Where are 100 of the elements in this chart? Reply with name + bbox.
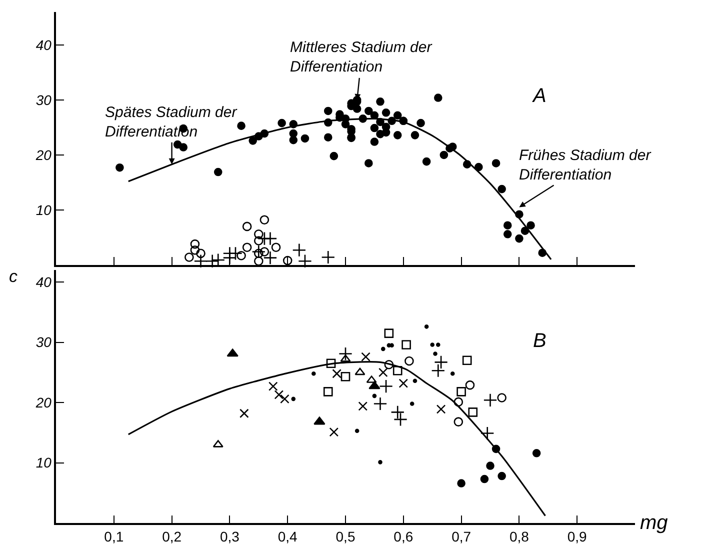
point [368, 381, 380, 390]
x-axis-title: mg [640, 512, 668, 534]
y-tick-label: 10 [36, 454, 52, 471]
y-tick-label: 40 [36, 36, 52, 53]
point [280, 394, 290, 404]
point [242, 242, 252, 252]
point [454, 397, 464, 407]
point [384, 360, 394, 370]
point [392, 366, 402, 376]
point [354, 368, 366, 376]
point [380, 346, 386, 352]
point [424, 324, 429, 329]
annotation: B [533, 330, 546, 352]
point [468, 408, 478, 417]
point [332, 368, 342, 378]
point [480, 474, 489, 484]
point [190, 239, 200, 249]
point [268, 382, 278, 391]
point [205, 254, 220, 268]
point [480, 426, 494, 440]
point [226, 348, 238, 357]
point [390, 343, 394, 348]
point [314, 416, 326, 425]
point [483, 393, 498, 408]
point [358, 402, 368, 411]
point [402, 340, 411, 350]
point [433, 352, 438, 356]
point [228, 246, 242, 260]
point [372, 394, 377, 398]
point [236, 250, 246, 260]
point [404, 356, 414, 366]
point [361, 352, 370, 362]
point [373, 396, 388, 411]
point [456, 387, 466, 396]
point [430, 342, 434, 347]
point [486, 462, 494, 470]
x-tick-label: 0,7 [452, 528, 472, 545]
point [329, 427, 339, 437]
y-tick-label: 30 [36, 334, 52, 350]
y-tick-label: 40 [36, 274, 52, 290]
point [282, 256, 292, 266]
point [340, 372, 350, 382]
point [450, 371, 455, 376]
point [196, 248, 206, 258]
y-tick-label: 20 [34, 394, 52, 410]
point [242, 222, 252, 232]
point [394, 412, 408, 426]
x-tick-label: 0,6 [394, 528, 414, 545]
point [410, 402, 414, 406]
x-tick-label: 0,5 [336, 528, 356, 545]
point [323, 387, 333, 396]
annotation: Frühes Stadium der Differentiation [519, 147, 652, 184]
point [252, 244, 266, 259]
point [263, 250, 278, 265]
point [532, 448, 541, 458]
x-tick-label: 0,3 [220, 528, 240, 545]
point [384, 328, 394, 338]
point [194, 254, 208, 268]
y-tick-label: 20 [34, 146, 52, 163]
point [378, 368, 388, 378]
point [260, 215, 270, 224]
point [354, 428, 360, 434]
x-tick-label: 0,1 [104, 528, 124, 545]
point [326, 358, 336, 368]
point [271, 242, 281, 252]
point [190, 245, 200, 255]
y-axis-title: c [9, 267, 18, 286]
point [292, 243, 306, 258]
point [379, 379, 393, 394]
point [211, 253, 226, 267]
point [378, 460, 382, 464]
point [454, 417, 464, 426]
y-tick-label: 30 [36, 92, 52, 108]
point [434, 355, 448, 370]
point [398, 378, 408, 388]
x-tick-label: 0,4 [278, 528, 298, 545]
point [465, 380, 475, 390]
point [254, 230, 264, 239]
point [412, 378, 418, 384]
x-tick-label: 0,8 [509, 528, 530, 545]
annotation: Mittleres Stadium der Differentiation [290, 39, 433, 76]
point [457, 479, 466, 488]
annotation: A [532, 85, 546, 107]
point [338, 346, 352, 361]
point [321, 250, 336, 264]
point [498, 472, 506, 480]
point [184, 252, 194, 262]
point [497, 393, 506, 402]
point [312, 371, 316, 376]
point [240, 408, 249, 418]
point [390, 405, 405, 420]
point [254, 256, 264, 266]
point [291, 396, 296, 402]
x-tick-label: 0,9 [567, 528, 588, 545]
point [431, 364, 446, 378]
point [462, 356, 472, 366]
point [436, 404, 446, 414]
point [254, 236, 264, 246]
point [263, 232, 278, 246]
y-tick-label: 10 [36, 202, 52, 218]
